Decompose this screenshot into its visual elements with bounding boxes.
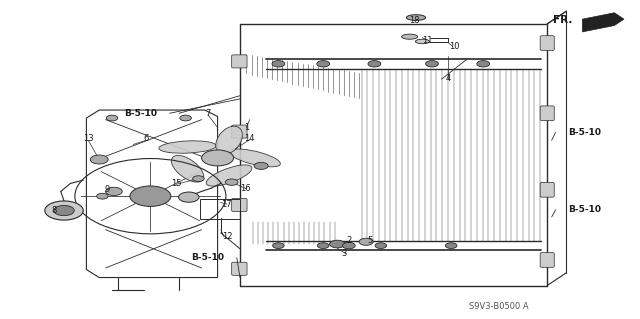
Text: 8: 8 (52, 206, 57, 215)
FancyBboxPatch shape (540, 106, 554, 121)
Text: B-5-10: B-5-10 (568, 205, 602, 214)
Circle shape (225, 179, 238, 185)
Circle shape (359, 238, 373, 245)
Ellipse shape (406, 15, 426, 20)
Circle shape (97, 193, 108, 199)
FancyBboxPatch shape (232, 125, 247, 138)
Circle shape (45, 201, 83, 220)
Circle shape (193, 176, 204, 182)
Ellipse shape (229, 149, 280, 167)
Circle shape (106, 187, 122, 196)
Ellipse shape (206, 165, 252, 186)
FancyBboxPatch shape (540, 253, 554, 267)
Text: S9V3-B0500 A: S9V3-B0500 A (469, 302, 529, 311)
FancyBboxPatch shape (540, 182, 554, 197)
Text: 6: 6 (143, 134, 148, 143)
Circle shape (254, 162, 268, 169)
Ellipse shape (159, 141, 216, 153)
Text: B-5-10: B-5-10 (124, 109, 157, 118)
Circle shape (426, 61, 438, 67)
Circle shape (375, 243, 387, 249)
Text: 2: 2 (346, 236, 351, 245)
Text: 3: 3 (341, 249, 346, 258)
Circle shape (130, 186, 171, 206)
Ellipse shape (216, 126, 243, 154)
Text: 9: 9 (105, 185, 110, 194)
Polygon shape (582, 13, 624, 32)
Circle shape (330, 240, 345, 248)
Circle shape (317, 243, 329, 249)
Text: 14: 14 (244, 134, 255, 143)
Circle shape (272, 61, 285, 67)
Circle shape (179, 192, 199, 202)
Text: 17: 17 (221, 200, 231, 209)
Text: 5: 5 (367, 236, 372, 245)
Ellipse shape (172, 155, 204, 182)
Text: 12: 12 (222, 232, 232, 241)
Text: 15: 15 (171, 179, 181, 188)
Circle shape (342, 242, 355, 249)
Circle shape (317, 61, 330, 67)
Text: 10: 10 (449, 42, 460, 51)
FancyBboxPatch shape (232, 55, 247, 68)
Circle shape (54, 205, 74, 216)
Text: 1: 1 (244, 123, 249, 132)
FancyBboxPatch shape (232, 262, 247, 275)
Ellipse shape (415, 39, 429, 44)
Text: 11: 11 (422, 36, 433, 45)
Text: 13: 13 (83, 134, 93, 143)
Text: 7: 7 (205, 109, 211, 118)
Circle shape (477, 61, 490, 67)
Text: B-5-10: B-5-10 (568, 128, 602, 137)
Text: B-5-10: B-5-10 (191, 253, 224, 262)
FancyBboxPatch shape (540, 36, 554, 50)
Ellipse shape (402, 34, 418, 39)
Text: 16: 16 (240, 184, 250, 193)
Circle shape (445, 243, 457, 249)
Circle shape (273, 243, 284, 249)
Text: FR.: FR. (554, 15, 573, 25)
Text: 4: 4 (445, 74, 451, 83)
Circle shape (180, 115, 191, 121)
Circle shape (106, 115, 118, 121)
Text: 18: 18 (410, 16, 420, 25)
Circle shape (90, 155, 108, 164)
Circle shape (202, 150, 234, 166)
Circle shape (368, 61, 381, 67)
FancyBboxPatch shape (232, 198, 247, 211)
